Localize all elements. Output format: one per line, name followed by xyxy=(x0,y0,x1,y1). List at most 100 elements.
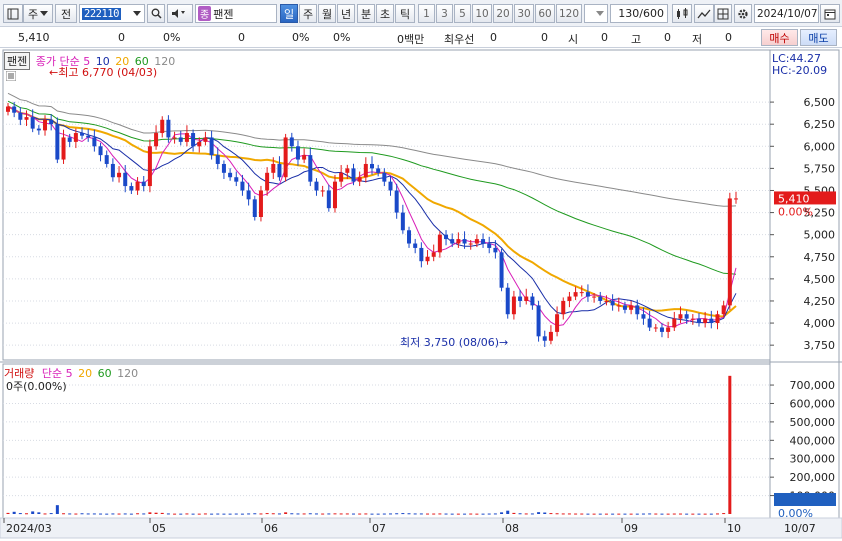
volume-bar xyxy=(549,513,553,515)
legend-vol-ma5[interactable]: 단순 5 xyxy=(41,367,73,380)
volume-bar xyxy=(586,513,590,515)
price-tick-label: 6,000 xyxy=(804,140,836,153)
period-second[interactable]: 초 xyxy=(376,4,394,23)
candle-body xyxy=(505,287,510,315)
indicator-icon[interactable] xyxy=(694,4,714,23)
price-tick-label: 4,250 xyxy=(804,295,836,308)
last-price-pct: 0.00% xyxy=(778,205,813,218)
volume-badge xyxy=(774,493,836,506)
interval-10[interactable]: 10 xyxy=(472,4,492,23)
chevron-down-icon xyxy=(596,10,604,16)
volume-tick-label: 300,000 xyxy=(790,453,836,466)
legend-vol-ma20[interactable]: 20 xyxy=(78,367,93,380)
interval-5[interactable]: 5 xyxy=(454,4,471,23)
volume-bar xyxy=(314,513,318,515)
volume-bar xyxy=(339,513,343,515)
candle-body xyxy=(610,300,615,306)
priority-bid: 0 xyxy=(490,31,497,44)
legend-ma20[interactable]: 20 xyxy=(115,55,130,68)
price-change: 0 xyxy=(118,31,125,44)
candle-body xyxy=(166,119,171,138)
stock-chart[interactable]: 6,5006,2506,0005,7505,5005,2505,0004,750… xyxy=(0,48,842,541)
volume-bar xyxy=(722,513,726,515)
interval-3[interactable]: 3 xyxy=(436,4,453,23)
legend-ma10[interactable]: 10 xyxy=(95,55,110,68)
legend-stock-name[interactable]: 팬젠 xyxy=(4,52,31,70)
gear-icon[interactable] xyxy=(734,4,752,23)
chevron-down-icon[interactable] xyxy=(133,10,141,17)
calendar-icon[interactable] xyxy=(820,4,840,23)
candle-body xyxy=(734,198,738,200)
market-select[interactable]: 주 xyxy=(23,4,53,23)
volume-bar xyxy=(635,513,639,515)
legend-ma120[interactable]: 120 xyxy=(154,55,176,68)
volume-bar xyxy=(290,513,294,515)
interval-60[interactable]: 60 xyxy=(535,4,555,23)
volume-bar xyxy=(641,513,645,515)
type-button[interactable]: 전 xyxy=(55,4,77,23)
volume-bar xyxy=(86,513,90,515)
legend-ma60[interactable]: 60 xyxy=(134,55,149,68)
period-month[interactable]: 월 xyxy=(318,4,336,23)
buy-button[interactable]: 매수 xyxy=(761,29,798,46)
legend-volume[interactable]: 거래량 xyxy=(4,367,35,380)
chart-menu-icon[interactable] xyxy=(3,4,23,23)
legend-ma5[interactable]: 종가 단순 5 xyxy=(35,55,91,68)
candle-body xyxy=(573,292,578,297)
open-value: 0 xyxy=(601,31,608,44)
volume-bar xyxy=(703,513,707,515)
candle-body xyxy=(518,296,523,301)
date-input[interactable]: 2024/10/07 xyxy=(754,4,819,23)
candle-body xyxy=(363,163,368,178)
candle-body xyxy=(444,234,449,240)
volume-bar xyxy=(518,513,522,515)
stock-code-input[interactable]: 222110 xyxy=(79,4,145,23)
candle-body xyxy=(339,172,344,182)
candle-body xyxy=(351,168,356,182)
candle-body xyxy=(55,124,60,160)
volume-bar xyxy=(561,513,565,515)
interval-120[interactable]: 120 xyxy=(556,4,582,23)
period-minute[interactable]: 분 xyxy=(357,4,375,23)
candle-body xyxy=(462,239,467,244)
volume-bar xyxy=(413,513,417,515)
volume-bar xyxy=(364,513,368,515)
candle-body xyxy=(61,137,66,160)
volume-bar xyxy=(401,513,405,515)
period-week[interactable]: 주 xyxy=(299,4,317,23)
period-tick[interactable]: 틱 xyxy=(395,4,415,23)
candle-body xyxy=(258,190,263,217)
volume-bar xyxy=(333,513,337,515)
interval-30[interactable]: 30 xyxy=(514,4,534,23)
candle-body xyxy=(376,168,381,173)
date-tick-label: 09 xyxy=(624,522,638,535)
volume-bar xyxy=(185,513,189,515)
high-label: 고 xyxy=(631,33,642,46)
volume-bar xyxy=(12,511,16,514)
price-tick-label: 6,250 xyxy=(804,118,836,131)
period-year[interactable]: 년 xyxy=(337,4,355,23)
sound-icon[interactable] xyxy=(167,4,193,23)
date-tick-label: 10 xyxy=(727,522,741,535)
volume-tick-label: 200,000 xyxy=(790,471,836,484)
ma10-line xyxy=(7,106,737,324)
legend-vol-ma120[interactable]: 120 xyxy=(117,367,139,380)
interval-custom-input[interactable] xyxy=(584,4,608,23)
interval-20[interactable]: 20 xyxy=(493,4,513,23)
legend-vol-ma60[interactable]: 60 xyxy=(97,367,112,380)
candle-type-icon[interactable] xyxy=(672,4,692,23)
stock-name-field[interactable]: 종 팬젠 xyxy=(195,4,277,23)
period-day[interactable]: 일 xyxy=(280,4,298,23)
candle-body xyxy=(345,168,350,173)
volume-bar xyxy=(123,513,127,515)
grid-icon[interactable] xyxy=(714,4,732,23)
volume-legend: 거래량 단순 5 20 60 120 xyxy=(4,365,138,381)
display-count[interactable]: 130/600 xyxy=(610,4,668,23)
interval-1[interactable]: 1 xyxy=(418,4,435,23)
price-tick-label: 5,000 xyxy=(804,229,836,242)
search-icon[interactable] xyxy=(147,4,165,23)
volume-bar xyxy=(247,513,251,515)
legend-list-icon[interactable] xyxy=(5,70,17,84)
sell-button[interactable]: 매도 xyxy=(800,29,837,46)
ma60-line xyxy=(7,100,737,275)
